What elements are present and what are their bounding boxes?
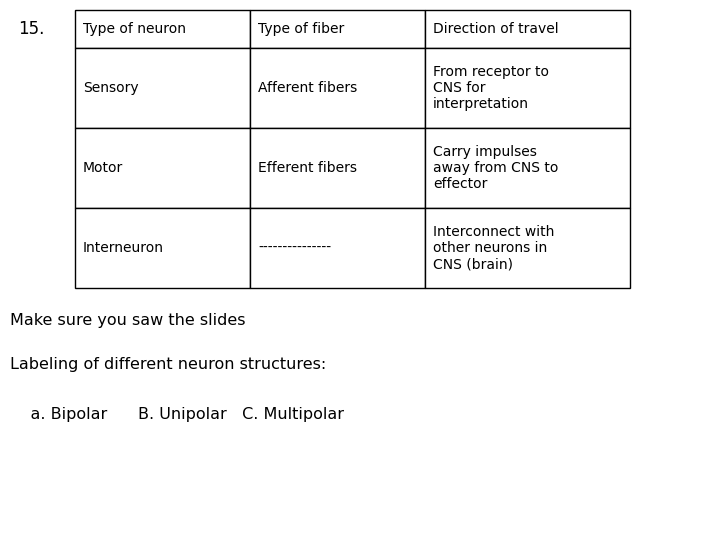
Text: Interneuron: Interneuron [83,241,164,255]
Bar [425,10,630,48]
Text: Type of fiber: Type of fiber [258,22,344,36]
Bar [425,48,630,128]
Bar [75,48,250,128]
Bar [425,208,630,288]
Bar [75,128,250,208]
Text: Direction of travel: Direction of travel [433,22,559,36]
Bar [250,10,425,48]
Text: Carry impulses
away from CNS to
effector: Carry impulses away from CNS to effector [433,145,559,191]
Bar [250,48,425,128]
Text: ---------------: --------------- [258,241,331,255]
Text: Afferent fibers: Afferent fibers [258,81,357,95]
Text: Sensory: Sensory [83,81,139,95]
Text: Make sure you saw the slides: Make sure you saw the slides [10,313,246,327]
Bar [75,10,250,48]
Text: Labeling of different neuron structures:: Labeling of different neuron structures: [10,357,326,373]
Bar [75,208,250,288]
Text: Motor: Motor [83,161,123,175]
Text: a. Bipolar      B. Unipolar   C. Multipolar: a. Bipolar B. Unipolar C. Multipolar [10,408,344,422]
Text: Type of neuron: Type of neuron [83,22,186,36]
Bar [250,208,425,288]
Bar [250,128,425,208]
Text: Interconnect with
other neurons in
CNS (brain): Interconnect with other neurons in CNS (… [433,225,554,271]
Text: 15.: 15. [18,20,45,38]
Text: Efferent fibers: Efferent fibers [258,161,357,175]
Bar [425,128,630,208]
Text: From receptor to
CNS for
interpretation: From receptor to CNS for interpretation [433,65,549,111]
